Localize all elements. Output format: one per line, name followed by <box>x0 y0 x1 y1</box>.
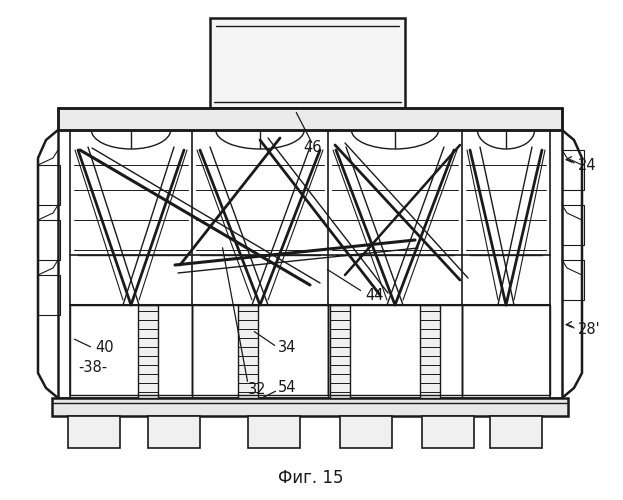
Bar <box>420 305 440 398</box>
Bar <box>70 305 192 395</box>
Text: Фиг. 15: Фиг. 15 <box>278 469 344 487</box>
Bar <box>330 305 350 398</box>
Text: 46: 46 <box>304 140 322 156</box>
Bar <box>38 220 60 260</box>
Text: 54: 54 <box>278 380 297 396</box>
Bar <box>68 416 120 448</box>
Bar <box>562 260 584 300</box>
Bar <box>340 416 392 448</box>
Bar <box>562 150 584 190</box>
Bar <box>192 305 328 395</box>
Text: 28': 28' <box>578 322 601 338</box>
Bar <box>328 305 462 395</box>
Bar <box>238 305 258 398</box>
Text: 34: 34 <box>278 340 297 355</box>
Bar <box>248 416 300 448</box>
Text: 24: 24 <box>578 158 597 172</box>
Bar <box>562 205 584 245</box>
Bar <box>422 416 474 448</box>
Text: -38-: -38- <box>78 360 107 376</box>
Text: 32: 32 <box>248 382 267 398</box>
Bar <box>138 305 158 398</box>
Bar <box>38 165 60 205</box>
Bar <box>210 18 405 108</box>
Bar <box>52 398 568 416</box>
Text: 44: 44 <box>365 288 384 302</box>
Bar <box>462 305 550 395</box>
Text: 40: 40 <box>95 340 113 355</box>
Bar <box>38 275 60 315</box>
Bar <box>490 416 542 448</box>
Bar <box>58 108 562 130</box>
Bar <box>148 416 200 448</box>
